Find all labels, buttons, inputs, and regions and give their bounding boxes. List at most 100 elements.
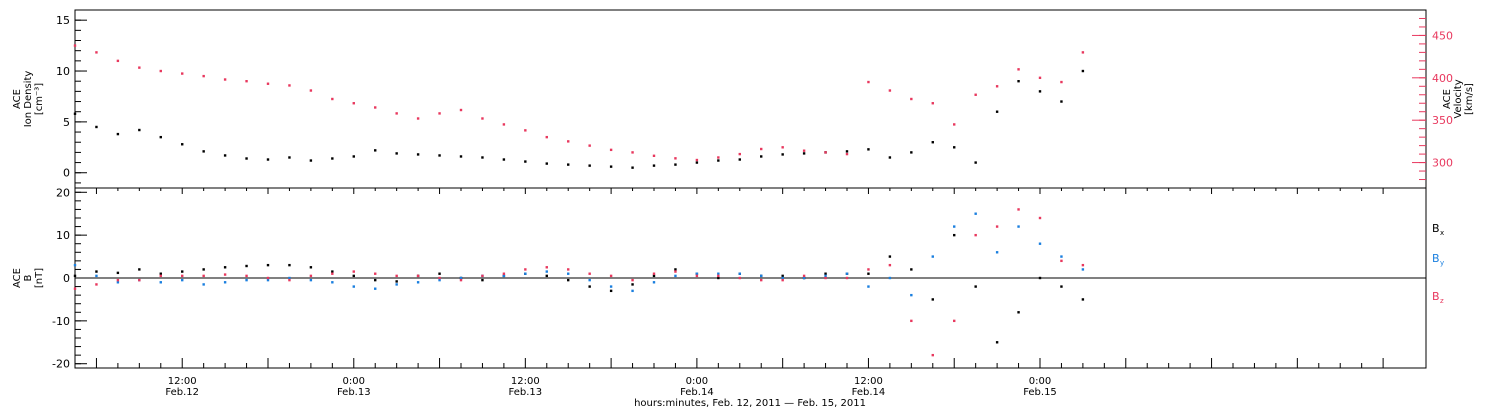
by-point [567,272,570,275]
by-point [674,274,677,278]
ion-density-point [1081,69,1085,73]
velocity-point [416,117,420,120]
by-point [202,283,205,286]
by-point [867,285,870,288]
top-right-tick-label: 450 [1432,29,1453,42]
x-tick-date-label: Feb.13 [509,387,543,398]
top-right-tick-label: 400 [1432,72,1453,85]
bz-point [202,274,205,278]
bx-point [202,268,205,271]
velocity-point [867,80,870,84]
ion-density-point [953,146,956,149]
by-point [116,281,120,284]
by-point [309,278,313,282]
top-right-tick-label: 350 [1432,114,1453,127]
velocity-point [953,123,956,126]
ion-density-point [588,164,591,167]
velocity-point [181,72,184,75]
bx-point [309,266,313,269]
velocity-point [524,129,527,132]
by-point [159,281,162,284]
bottom-y-axis-ticks: -20 -10 0 10 20 [52,186,1426,371]
bz-point [717,274,720,278]
ion-density-point [374,149,377,152]
bz-point [910,319,913,323]
by-point [588,278,591,282]
legend-bz-label: B [1432,290,1440,303]
bx-point [374,278,377,282]
ion-density-point [631,166,634,169]
bx-point [995,341,999,344]
bz-point [95,283,98,286]
ion-density-point [159,135,162,139]
bz-point [567,268,570,271]
by-point [781,276,784,280]
by-point [1081,268,1085,271]
top-left-tick-label: 5 [63,116,70,129]
x-tick-date-label: Feb.14 [680,387,714,398]
by-point [352,285,355,288]
bx-point [931,298,934,301]
ion-density-point [845,150,849,153]
by-point [802,276,806,280]
bz-point [1081,263,1085,267]
ion-density-point [309,159,313,162]
ion-density-point [1060,100,1063,103]
by-point [1038,242,1042,245]
velocity-point [1060,80,1063,84]
velocity-point [931,102,934,105]
by-point [824,274,827,278]
bz-point [802,274,806,278]
ion-density-point [266,158,270,161]
velocity-point [609,148,613,152]
velocity-point [1038,76,1042,80]
bx-point [1081,298,1085,301]
ion-density-point [245,157,248,160]
bz-point [352,270,355,273]
bx-point [824,272,827,275]
bz-point [374,272,377,275]
bz-point [438,276,441,280]
x-tick-time-label: 0:00 [686,376,708,387]
bx-point [352,274,355,278]
bx-point [395,280,398,283]
bx-point [781,274,784,278]
x-tick-date-label: Feb.14 [852,387,886,398]
x-tick-time-label: 0:00 [1029,376,1051,387]
bx-point [652,274,656,278]
bottom-ylabel-line3: [nT] [34,268,45,288]
bz-point [888,263,892,267]
bx-point [867,272,870,275]
bz-point [1060,259,1063,263]
top-left-tick-label: 10 [56,65,70,78]
by-point [245,278,248,282]
ion-density-point [738,158,741,161]
by-point [845,272,849,275]
bx-point [288,263,291,267]
velocity-point [459,108,463,112]
bx-point [953,233,956,237]
ion-density-point [181,143,184,146]
velocity-point [266,82,270,85]
x-tick-time-label: 0:00 [343,376,365,387]
by-point [1060,255,1063,258]
bx-point [545,274,548,278]
velocity-point [395,112,398,115]
bz-point [481,274,484,278]
bz-point [395,274,398,278]
by-point [931,255,934,258]
velocity-point [888,89,892,92]
bz-point [223,273,227,276]
by-point [1017,225,1020,228]
bz-point [588,272,591,275]
x-tick-time-label: 12:00 [854,376,883,387]
ion-density-point [781,153,784,156]
velocity-point [352,102,355,105]
ion-density-point [867,148,870,151]
velocity-point [309,89,313,92]
by-point [73,263,77,267]
legend-bz-subscript: z [1440,297,1444,305]
velocity-point [695,158,699,162]
bx-point [888,255,892,258]
bz-point [760,278,763,282]
